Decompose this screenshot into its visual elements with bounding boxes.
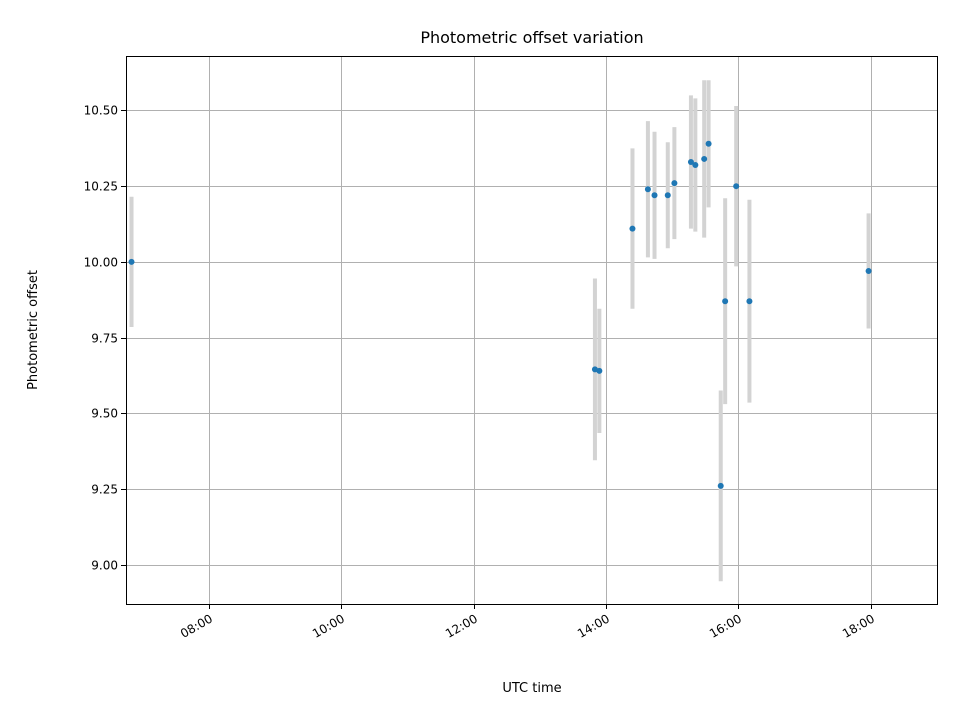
y-tick-label: 9.75	[91, 332, 118, 346]
y-tick-label: 10.25	[84, 180, 118, 194]
data-point	[651, 192, 658, 199]
data-point	[705, 140, 712, 147]
y-tick-label: 9.50	[91, 407, 118, 421]
plot-frame	[126, 56, 938, 605]
chart-title: Photometric offset variation	[420, 28, 643, 47]
data-point	[671, 180, 678, 187]
grid-layer	[126, 56, 937, 604]
data-point	[692, 161, 699, 168]
y-tick-label: 9.00	[91, 559, 118, 573]
data-point	[128, 258, 135, 265]
point-layer	[128, 140, 872, 489]
y-tick-label: 10.50	[84, 104, 118, 118]
data-point	[644, 186, 651, 193]
data-point	[596, 367, 603, 374]
data-point	[722, 298, 729, 305]
y-tick-label: 9.25	[91, 483, 118, 497]
data-point	[664, 192, 671, 199]
data-point	[687, 158, 694, 165]
y-tick-label: 10.00	[84, 256, 118, 270]
data-point	[733, 183, 740, 190]
data-point	[865, 267, 872, 274]
y-axis-label: Photometric offset	[26, 270, 41, 390]
data-point	[701, 155, 708, 162]
data-point	[746, 298, 753, 305]
x-axis-label: UTC time	[502, 681, 561, 696]
data-point	[629, 225, 636, 232]
data-point	[717, 482, 724, 489]
